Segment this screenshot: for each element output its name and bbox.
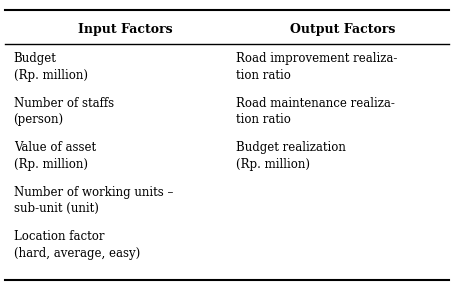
Text: Value of asset
(Rp. million): Value of asset (Rp. million) bbox=[14, 141, 96, 171]
Text: Road improvement realiza-
tion ratio: Road improvement realiza- tion ratio bbox=[236, 52, 397, 82]
Text: Number of staffs
(person): Number of staffs (person) bbox=[14, 97, 114, 126]
Text: Budget realization
(Rp. million): Budget realization (Rp. million) bbox=[236, 141, 346, 171]
Text: Number of working units –
sub-unit (unit): Number of working units – sub-unit (unit… bbox=[14, 186, 173, 215]
Text: Location factor
(hard, average, easy): Location factor (hard, average, easy) bbox=[14, 230, 140, 260]
Text: Budget
(Rp. million): Budget (Rp. million) bbox=[14, 52, 88, 82]
Text: Input Factors: Input Factors bbox=[78, 23, 172, 36]
Text: Output Factors: Output Factors bbox=[290, 23, 395, 36]
Text: Road maintenance realiza-
tion ratio: Road maintenance realiza- tion ratio bbox=[236, 97, 395, 126]
